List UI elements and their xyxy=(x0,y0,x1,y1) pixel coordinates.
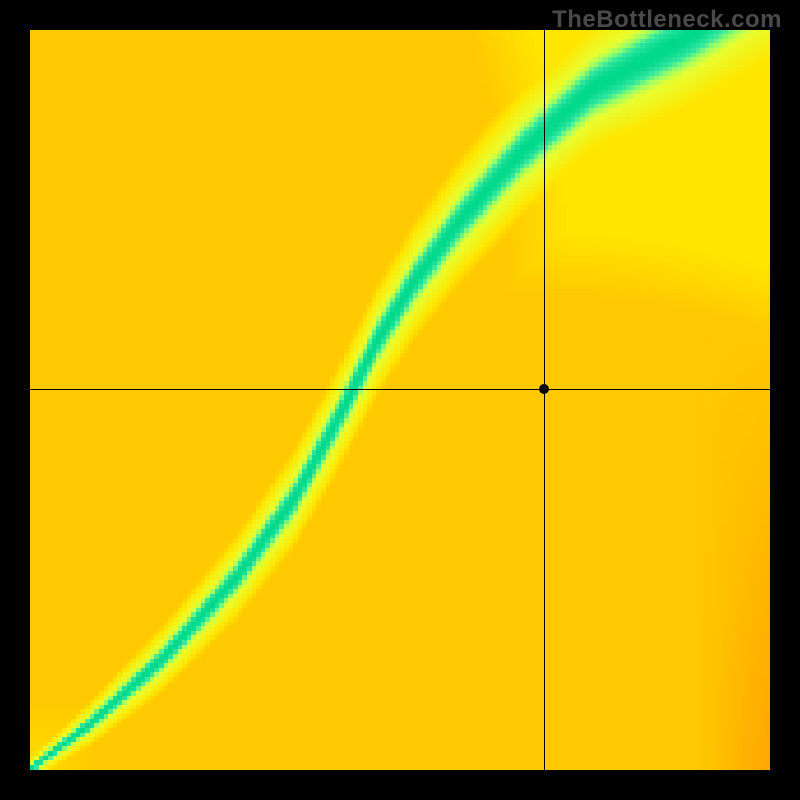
crosshair-vertical xyxy=(544,30,545,770)
crosshair-horizontal xyxy=(30,389,770,390)
heatmap-plot xyxy=(30,30,770,770)
heatmap-canvas xyxy=(30,30,770,770)
chart-frame: TheBottleneck.com xyxy=(0,0,800,800)
marker-dot xyxy=(539,384,549,394)
